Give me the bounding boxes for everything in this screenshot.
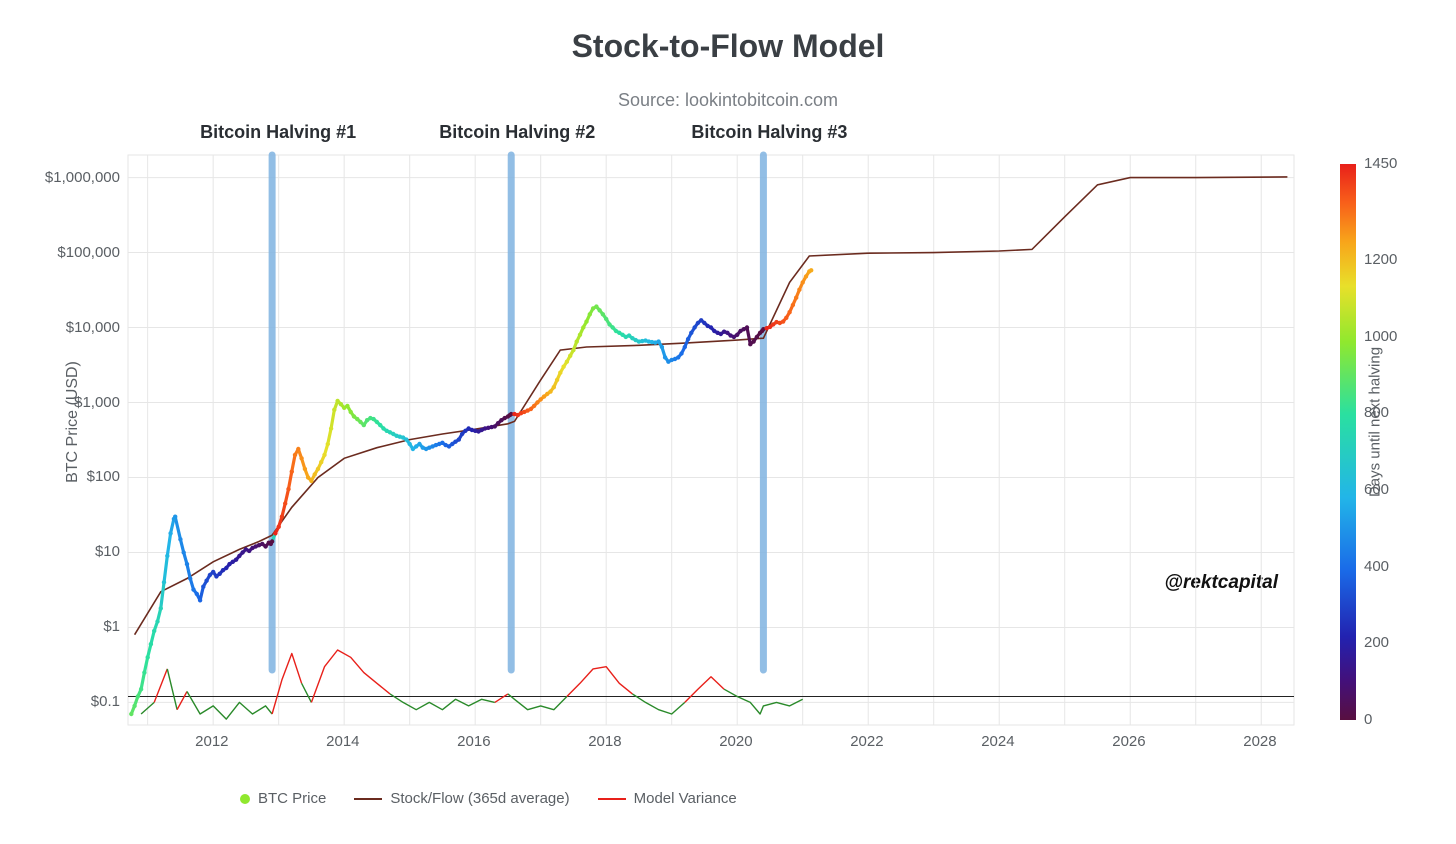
legend-label: Stock/Flow (365d average) bbox=[390, 790, 569, 807]
colorbar-tick: 1450 bbox=[1364, 155, 1397, 172]
legend-item: Model Variance bbox=[598, 790, 737, 807]
legend-swatch bbox=[240, 794, 250, 804]
legend-item: BTC Price bbox=[240, 790, 326, 807]
x-tick: 2014 bbox=[326, 733, 359, 750]
y-tick: $0.1 bbox=[91, 693, 120, 710]
legend-swatch bbox=[354, 798, 382, 800]
legend-label: Model Variance bbox=[634, 790, 737, 807]
x-tick: 2018 bbox=[588, 733, 621, 750]
x-tick: 2022 bbox=[850, 733, 883, 750]
legend-swatch bbox=[598, 798, 626, 800]
colorbar-tick: 0 bbox=[1364, 711, 1372, 728]
y-tick: $1,000 bbox=[74, 394, 120, 411]
halving-label: Bitcoin Halving #3 bbox=[691, 122, 847, 143]
legend-item: Stock/Flow (365d average) bbox=[354, 790, 569, 807]
colorbar-tick: 800 bbox=[1364, 404, 1389, 421]
x-tick: 2028 bbox=[1243, 733, 1276, 750]
x-tick: 2012 bbox=[195, 733, 228, 750]
y-tick: $10,000 bbox=[66, 319, 120, 336]
colorbar-tick: 600 bbox=[1364, 481, 1389, 498]
x-tick: 2026 bbox=[1112, 733, 1145, 750]
y-tick: $100,000 bbox=[57, 244, 120, 261]
halving-label: Bitcoin Halving #2 bbox=[439, 122, 595, 143]
x-tick: 2020 bbox=[719, 733, 752, 750]
legend: BTC Price Stock/Flow (365d average) Model … bbox=[240, 790, 737, 807]
legend-label: BTC Price bbox=[258, 790, 326, 807]
btc-price-series bbox=[129, 268, 813, 716]
colorbar-tick: 200 bbox=[1364, 634, 1389, 651]
y-tick: $1 bbox=[103, 618, 120, 635]
y-tick: $1,000,000 bbox=[45, 169, 120, 186]
halving-label: Bitcoin Halving #1 bbox=[200, 122, 356, 143]
y-tick: $100 bbox=[87, 468, 120, 485]
colorbar-tick: 1200 bbox=[1364, 251, 1397, 268]
colorbar-tick: 400 bbox=[1364, 558, 1389, 575]
colorbar-tick: 1000 bbox=[1364, 328, 1397, 345]
y-tick: $10 bbox=[95, 543, 120, 560]
colorbar bbox=[1340, 164, 1356, 720]
x-tick: 2024 bbox=[981, 733, 1014, 750]
x-tick: 2016 bbox=[457, 733, 490, 750]
